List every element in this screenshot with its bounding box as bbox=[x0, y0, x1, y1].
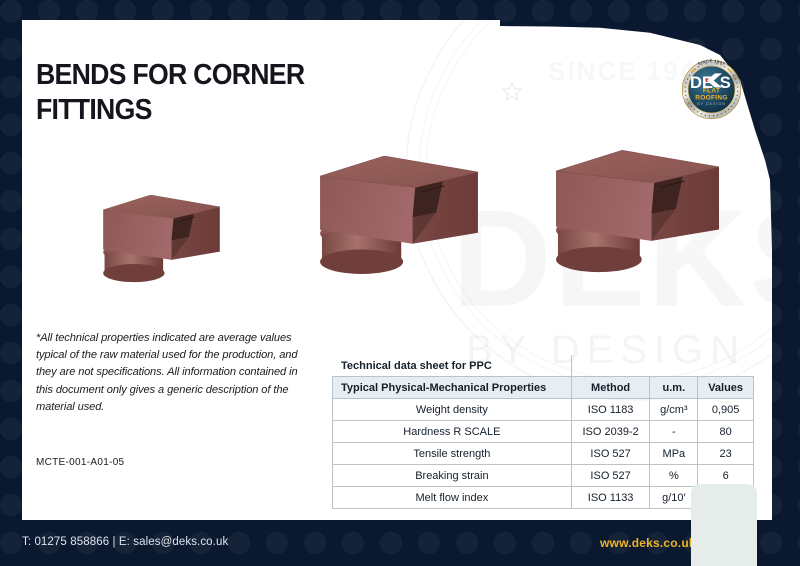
svg-text:ROOFING: ROOFING bbox=[695, 94, 727, 101]
svg-text:S: S bbox=[719, 73, 730, 92]
svg-text:FLAT: FLAT bbox=[702, 87, 719, 94]
svg-text:BY DESIGN: BY DESIGN bbox=[697, 102, 726, 106]
